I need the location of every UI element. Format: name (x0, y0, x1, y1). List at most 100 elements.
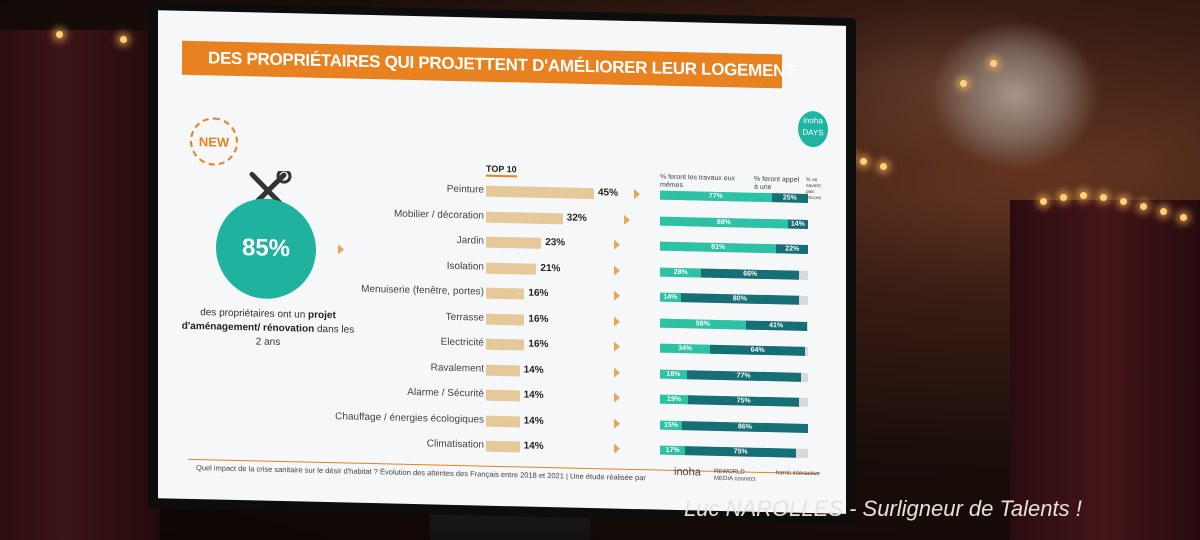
bar (486, 236, 542, 249)
bar-label: Isolation (446, 260, 484, 273)
bar-label: Climatisation (426, 438, 484, 451)
new-badge-label: NEW (198, 133, 230, 150)
bar (486, 287, 525, 300)
caret-icon (614, 443, 620, 454)
light-bulb (1100, 194, 1107, 201)
bar (486, 389, 520, 402)
harris-logo: harris interactive (776, 470, 821, 478)
bar-value-label: 14% (523, 389, 544, 401)
segment-company: 80% (680, 293, 800, 305)
segment-self: 14% (660, 292, 681, 303)
summary-part1: des propriétaires ont un (200, 307, 309, 321)
segment-self: 17% (660, 445, 686, 456)
inoha-logo: inoha (674, 465, 701, 479)
big-stat: 85% (241, 234, 291, 263)
bar-label: Peinture (446, 183, 484, 196)
bar-label: Ravalement (430, 361, 484, 375)
caret-icon (614, 239, 620, 250)
stacked-bar: 28% 66% (660, 267, 808, 280)
segment-self: 58% (660, 318, 746, 330)
bar-label: Jardin (456, 235, 484, 247)
chart-title: TOP 10 (486, 163, 517, 178)
segment-company: 14% (787, 219, 808, 229)
light-bulb (1080, 192, 1087, 199)
stacked-bar: 15% 86% (660, 420, 808, 433)
stacked-bar: 18% 77% (660, 369, 808, 382)
segment-self: 34% (660, 343, 711, 354)
stacked-bar: 88% 14% (660, 216, 808, 229)
stacked-bar: 58% 41% (660, 318, 808, 331)
light-bulb (1140, 203, 1147, 210)
stacked-bar: 19% 75% (660, 394, 808, 407)
segment-self: 15% (660, 420, 682, 430)
caret-icon (614, 418, 620, 429)
slide-header: DES PROPRIÉTAIRES QUI PROJETTENT D'AMÉLI… (182, 40, 795, 89)
caret-icon (614, 392, 620, 403)
col-head-unsure: % ne savent pas encore (806, 176, 822, 202)
bar-value-label: 14% (523, 440, 544, 452)
bar-label: Menuiserie (fenêtre, portes) (361, 283, 484, 298)
bar (486, 415, 520, 427)
stacked-bar: 17% 75% (660, 445, 808, 458)
reworld-logo: REWORLD MEDIA connect (714, 468, 756, 483)
caret-icon (614, 290, 620, 301)
bar (486, 364, 520, 376)
bar-label: Mobilier / décoration (393, 208, 484, 222)
light-bulb (960, 80, 967, 87)
light-bulb (1120, 198, 1127, 205)
segment-company: 75% (685, 446, 797, 458)
light-bulb (1180, 214, 1187, 221)
bar (486, 440, 520, 453)
new-badge: NEW (190, 116, 238, 167)
col-head-self: % feront les travaux eux mêmes (660, 173, 736, 190)
bar-value-label: 32% (566, 212, 587, 224)
segment-company: 64% (710, 344, 806, 356)
bar-value-label: 16% (528, 338, 549, 351)
bar-label: Terrasse (445, 311, 484, 324)
footer-source: Quel impact de la crise sanitaire sur le… (196, 463, 646, 483)
segment-company: 66% (701, 268, 800, 280)
caret-icon (614, 316, 620, 327)
caret-icon (614, 367, 620, 378)
statue (930, 20, 1100, 170)
stacked-bar: 14% 80% (660, 292, 808, 305)
segment-self: 19% (660, 394, 689, 405)
segment-company: 77% (686, 369, 801, 382)
bar-label: Alarme / Sécurité (407, 386, 484, 400)
curtain-right (1010, 200, 1200, 540)
segment-self: 88% (660, 216, 788, 229)
bar-chart: Peinture 45% 77% 25% Mobilier / décoration 32… (158, 10, 846, 458)
slide: DES PROPRIÉTAIRES QUI PROJETTENT D'AMÉLI… (158, 10, 846, 514)
light-bulb (1040, 198, 1047, 205)
bar-value-label: 16% (528, 287, 549, 300)
bar (486, 338, 525, 351)
bar-value-label: 14% (523, 364, 544, 376)
photo-watermark: Luc NAROLLES - Surligneur de Talents ! (684, 496, 1082, 521)
bar-value-label: 23% (545, 237, 566, 249)
light-bulb (1160, 208, 1167, 215)
bar (486, 185, 594, 200)
display-monitor: DES PROPRIÉTAIRES QUI PROJETTENT D'AMÉLI… (148, 2, 856, 525)
bar-value-label: 45% (598, 187, 619, 199)
segment-company: 22% (776, 244, 808, 254)
logo-text: inoha DAYS (802, 115, 824, 138)
caret-icon (614, 265, 620, 276)
caret-icon (338, 244, 344, 255)
light-bulb (880, 163, 887, 170)
light-bulb (990, 60, 997, 67)
segment-company: 75% (688, 395, 800, 407)
caret-icon (624, 214, 630, 225)
light-bulb (56, 31, 63, 38)
light-bulb (1060, 194, 1067, 201)
segment-company: 25% (771, 193, 808, 203)
segment-self: 28% (660, 267, 702, 278)
bar (486, 211, 563, 224)
caret-icon (614, 341, 620, 352)
bar-value-label: 21% (540, 262, 561, 274)
stacked-bar: 81% 22% (660, 241, 808, 254)
segment-company: 86% (681, 420, 808, 433)
bar-value-label: 14% (523, 415, 544, 427)
slide-title: DES PROPRIÉTAIRES QUI PROJETTENT D'AMÉLI… (208, 48, 796, 81)
segment-self: 18% (660, 369, 687, 379)
light-bulb (860, 158, 867, 165)
